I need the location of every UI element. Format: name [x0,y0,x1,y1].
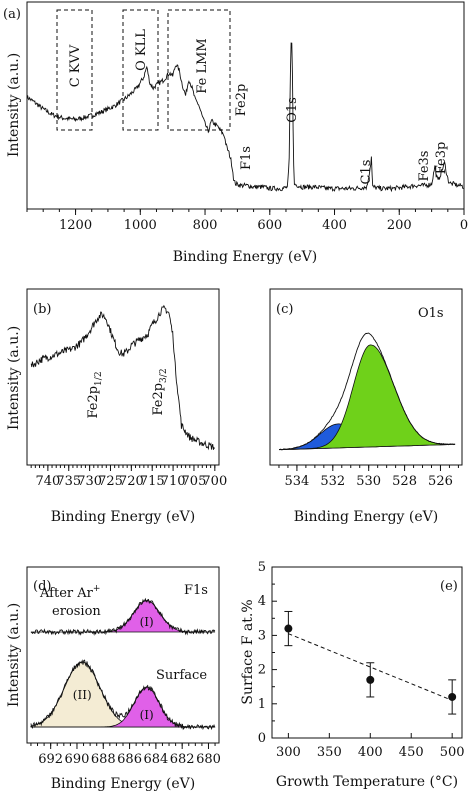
xlabel-a: Binding Energy (eV) [173,249,318,265]
e-xtick-label: 300 [276,745,301,760]
o1s-envelope-line [279,332,455,451]
plot-frame-a [26,1,465,210]
b-xtick-label: 720 [119,474,144,489]
o1s-component-low-be [278,344,456,451]
panel-label-a: (a) [3,7,21,22]
e-ytick-label: 2 [258,663,266,678]
ylabel-b: Intensity (a.u.) [6,326,22,430]
component-label-upper-i: (I) [140,615,154,629]
a-xtick-label: 1200 [59,218,92,233]
b-xtick-label: 705 [182,474,207,489]
peak-label-fe3s: Fe3s [417,151,432,182]
a-xtick-label: 400 [322,218,347,233]
title-f1s: F1s [184,583,208,598]
panel-d: (d) F1s After Ar+ erosion Surface (I) (I… [6,566,221,792]
data-point [366,675,375,684]
e-xtick-label: 350 [317,745,342,760]
f1s-upper-spectrum-line [30,597,216,636]
fe2p-spectrum-line [30,304,215,451]
region-label-ckvv: C KVV [68,44,83,87]
a-xtick-label: 800 [193,218,218,233]
e-ytick-label: 1 [258,697,266,712]
region-box-okll [122,9,159,131]
a-xtick-label: 200 [387,218,412,233]
data-point [284,624,293,633]
peak-label-fe2p12: Fe2p1/2 [86,371,104,418]
e-xtick-label: 450 [399,745,424,760]
component-label-lower-i: (I) [140,708,154,722]
c-xtick-label: 532 [320,474,345,489]
survey-spectrum-line [26,42,465,193]
xlabel-d: Binding Energy (eV) [51,776,196,792]
c-xtick-label: 528 [392,474,417,489]
e-ytick-label: 4 [258,594,266,609]
b-xtick-label: 735 [56,474,81,489]
ylabel-e: Surface F at.% [240,599,256,704]
d-xtick-label: 690 [65,752,90,767]
plot-frame-c [269,288,463,466]
label-erosion: erosion [52,604,101,619]
f1s-lower-spectrum-line [30,659,216,731]
data-point [448,692,457,701]
trend-line [288,633,453,701]
xlabel-c: Binding Energy (eV) [294,509,439,525]
c-xtick-label: 534 [285,474,310,489]
e-xtick-label: 500 [440,745,465,760]
b-xtick-label: 740 [35,474,60,489]
panel-label-b: (b) [33,302,51,317]
e-ytick-label: 0 [258,731,266,746]
xlabel-e: Growth Temperature (°C) [276,774,458,790]
b-xtick-label: 730 [77,474,102,489]
region-box-felmm [167,9,231,131]
panel-label-e: (e) [440,579,458,594]
plot-frame-e [271,566,463,739]
ylabel-d: Intensity (a.u.) [6,603,22,707]
peak-label-fe2p: Fe2p [234,84,249,117]
panel-label-d: (d) [33,579,51,594]
b-xtick-label: 700 [202,474,227,489]
region-box-ckvv [56,9,93,131]
region-label-felmm: Fe LMM [195,38,210,93]
peak-label-fe2p32: Fe2p3/2 [151,368,169,415]
c-xtick-label: 530 [356,474,381,489]
panel-c: (c) O1s 534 532 530 528 526 Binding Energy (… [269,288,463,525]
b-xtick-label: 715 [140,474,165,489]
label-surface: Surface [156,668,207,683]
a-xtick-label: 1000 [124,218,157,233]
region-label-okll: O KLL [134,29,149,71]
component-label-lower-ii: (II) [73,688,92,702]
d-xtick-label: 686 [117,752,142,767]
xlabel-b: Binding Energy (eV) [51,509,196,525]
ylabel-a: Intensity (a.u.) [6,53,22,157]
peak-label-f1s: F1s [239,146,254,170]
d-xtick-label: 684 [143,752,168,767]
d-xtick-label: 688 [91,752,116,767]
b-xtick-label: 710 [161,474,186,489]
b-xtick-label: 725 [98,474,123,489]
panel-a: (a) 1200 1000 800 600 400 200 0 Binding Energy… [3,1,468,265]
e-xtick-label: 400 [358,745,383,760]
a-xtick-label: 600 [257,218,282,233]
e-ytick-label: 5 [258,560,266,575]
d-xtick-label: 680 [196,752,221,767]
c-xtick-label: 526 [428,474,453,489]
d-xtick-label: 682 [170,752,195,767]
d-xtick-label: 692 [38,752,63,767]
e-ytick-label: 3 [258,628,266,643]
panel-label-c: (c) [276,302,293,317]
title-o1s: O1s [418,306,444,321]
a-xtick-label: 0 [460,218,468,233]
panel-e: (e) 300 350 400 450 500 0 1 2 3 4 5 Growth Temper… [240,560,465,790]
label-after-ar: After Ar+ [39,584,100,601]
